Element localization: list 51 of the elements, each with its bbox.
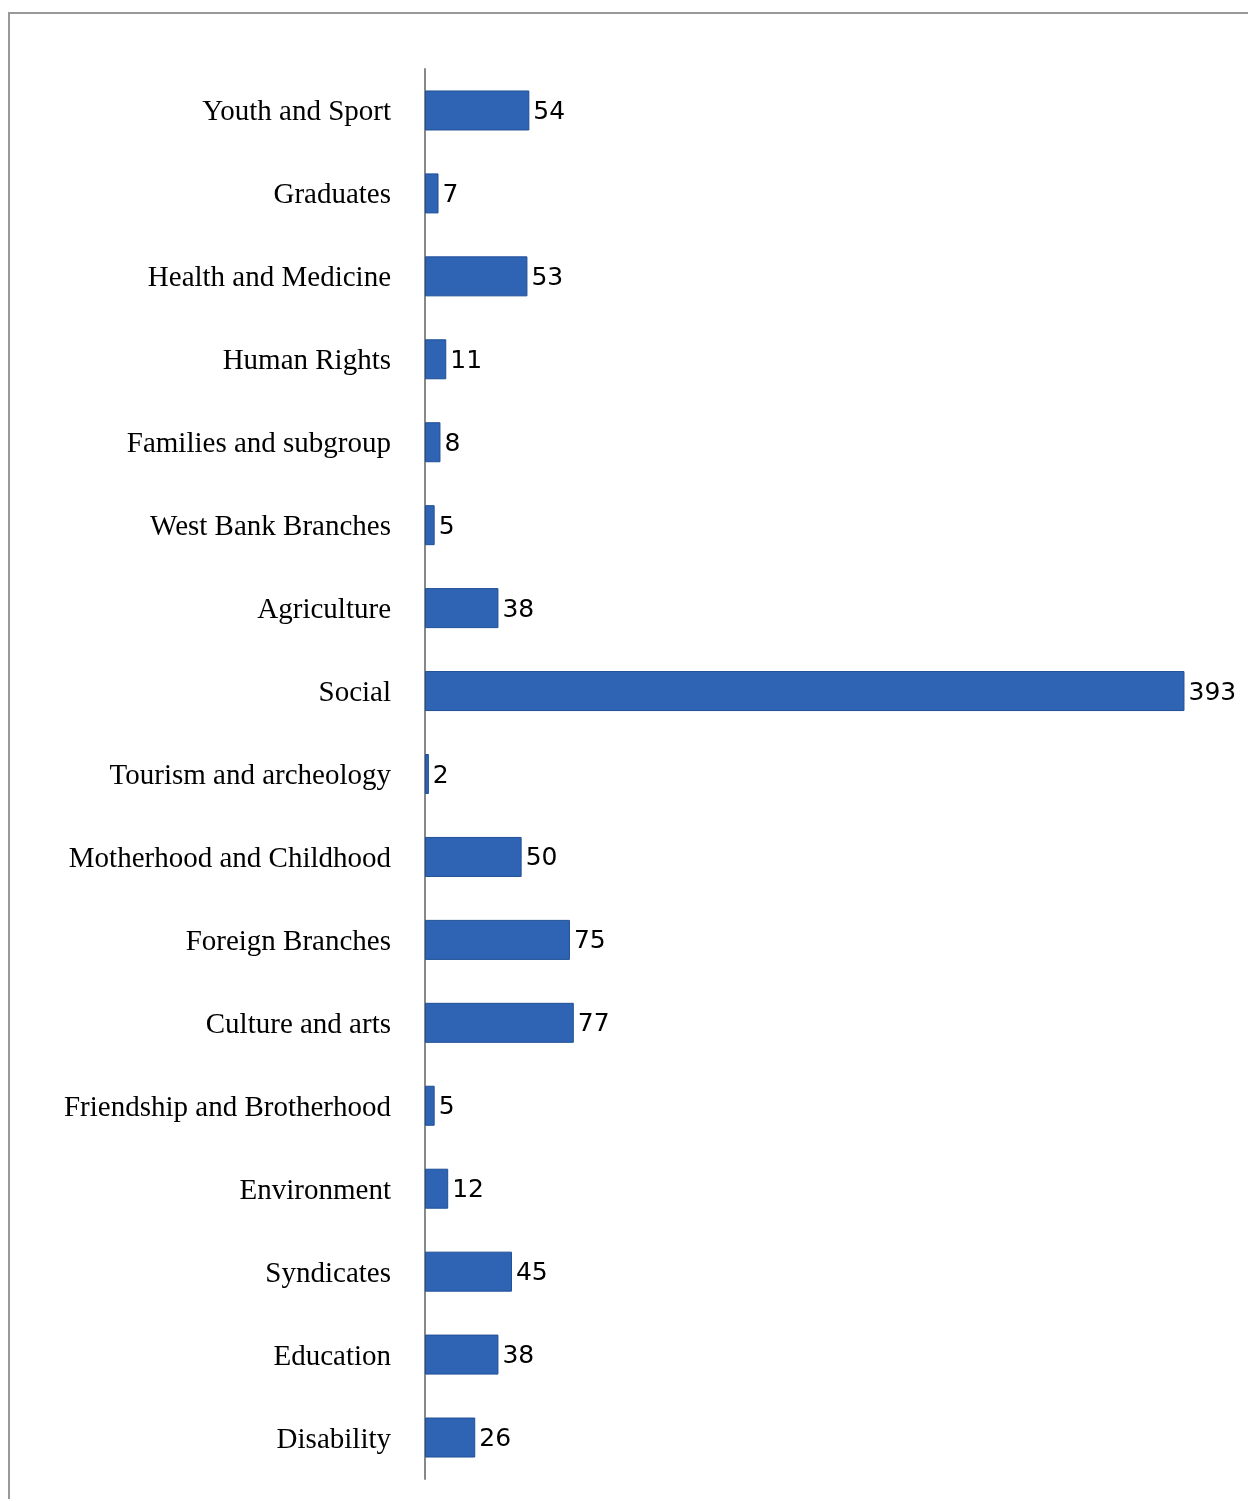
y-tick-label: Social (318, 675, 391, 708)
y-tick-label: Foreign Branches (185, 923, 391, 956)
y-tick-label: Syndicates (265, 1255, 391, 1288)
bar (425, 90, 530, 131)
bar (425, 173, 439, 214)
y-tick-label: Education (273, 1338, 392, 1371)
y-tick-label: Motherhood and Childhood (68, 840, 392, 873)
bar (425, 836, 522, 877)
bar (425, 1334, 499, 1375)
bar (425, 256, 528, 297)
y-tick-label: Youth and Sport (202, 94, 391, 127)
y-tick-label: Tourism and archeology (109, 758, 392, 790)
data-label: 5 (438, 510, 455, 540)
data-label: 8 (444, 427, 461, 457)
data-label: 11 (450, 344, 483, 374)
y-tick-label: Health and Medicine (147, 260, 391, 293)
data-label: 393 (1188, 676, 1237, 706)
bar (425, 339, 447, 380)
data-label: 7 (442, 178, 459, 208)
y-tick-label: Environment (239, 1172, 391, 1205)
data-label: 50 (525, 842, 558, 872)
data-label: 38 (502, 593, 535, 623)
data-label: 54 (533, 95, 566, 125)
data-label: 38 (502, 1340, 535, 1370)
data-label: 26 (479, 1423, 512, 1453)
bar (425, 422, 441, 463)
bar (425, 1251, 512, 1292)
y-tick-label: Culture and arts (205, 1006, 391, 1039)
y-tick-label: Human Rights (222, 343, 391, 376)
bar (425, 754, 429, 794)
data-label: 5 (438, 1091, 455, 1121)
bar (425, 1417, 476, 1458)
bar (425, 1085, 435, 1126)
y-tick-label: Friendship and Brotherhood (63, 1089, 392, 1122)
bar (425, 1168, 449, 1209)
bar (425, 919, 570, 960)
bar (425, 588, 499, 629)
y-tick-label: Families and subgroup (126, 426, 391, 459)
data-label: 45 (515, 1257, 548, 1287)
y-tick-label: West Bank Branches (150, 509, 391, 542)
data-label: 12 (452, 1174, 484, 1204)
bar (425, 671, 1185, 712)
data-label: 75 (573, 925, 606, 955)
bar (425, 505, 435, 546)
y-tick-label: Graduates (273, 177, 391, 210)
y-tick-label: Agriculture (257, 592, 391, 625)
data-label: 53 (531, 261, 564, 291)
bar (425, 1002, 574, 1043)
y-tick-label: Disability (276, 1421, 392, 1454)
data-label: 77 (577, 1008, 610, 1038)
data-label: 2 (432, 759, 449, 789)
